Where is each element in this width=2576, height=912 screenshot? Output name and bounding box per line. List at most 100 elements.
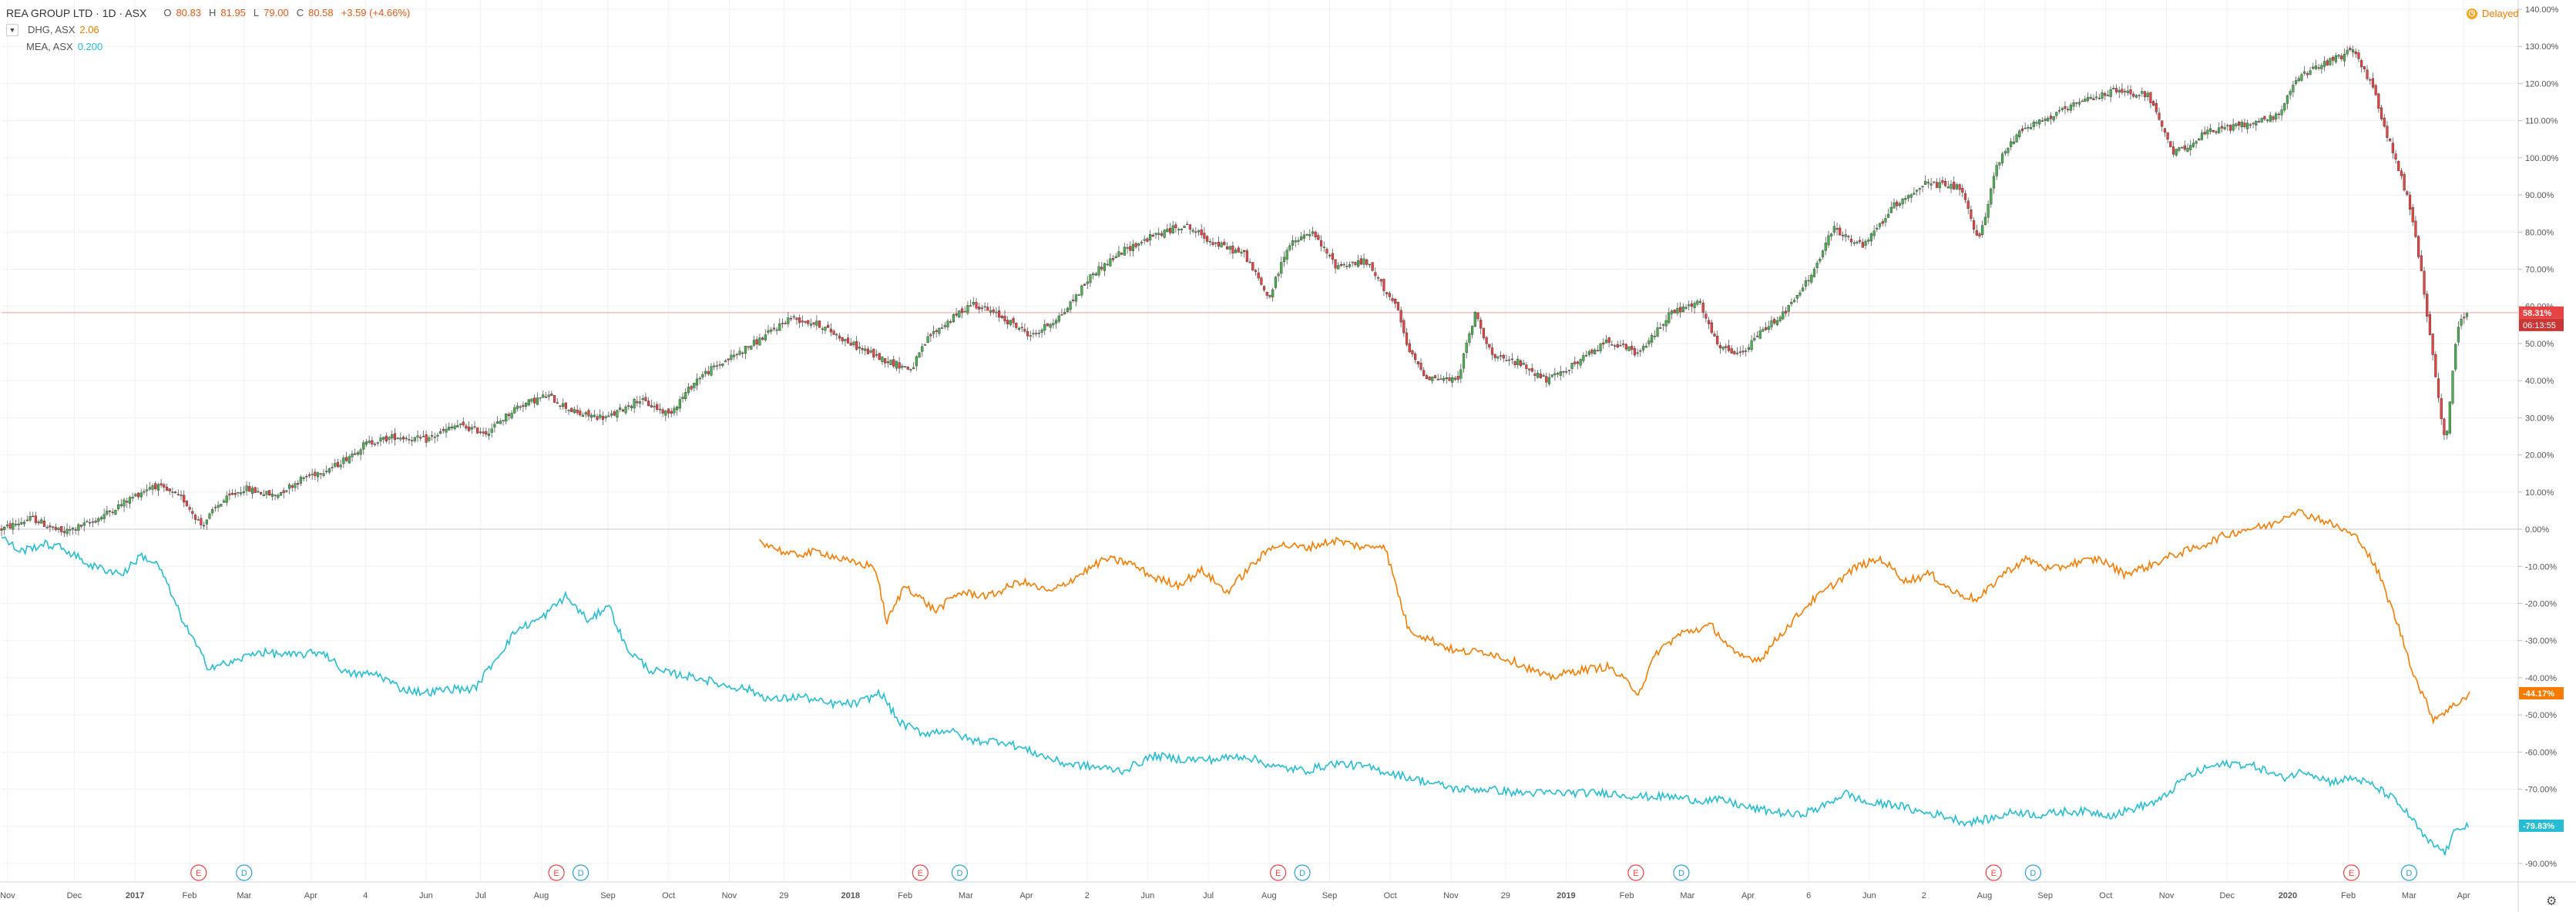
time-axis[interactable]: Nov Dec 2017 Feb Mar Apr 4 Jun Jul Aug Sep Oct Nov 29…	[0, 881, 2576, 900]
candle-body	[693, 383, 696, 388]
candle-body	[1690, 303, 1694, 307]
candle-body	[1876, 227, 1879, 230]
time-tick-label: Jul	[1203, 891, 1214, 900]
candle-body	[171, 491, 174, 493]
candle-body	[1884, 218, 1887, 223]
candle-body	[49, 525, 52, 528]
candle-body	[348, 456, 351, 464]
candle-body	[2000, 153, 2004, 163]
time-tick-label: Apr	[1019, 891, 1033, 900]
candle-body	[203, 525, 206, 527]
candle-body	[2169, 141, 2172, 147]
candle-body	[1516, 358, 1520, 365]
dividend-marker: D	[2400, 864, 2417, 881]
candle-body	[233, 493, 237, 495]
candle-body	[630, 406, 633, 408]
candle-body	[1052, 323, 1055, 326]
candle-body	[1357, 260, 1360, 267]
candle-body	[1149, 234, 1152, 240]
candle-body	[980, 307, 984, 309]
candle-body	[542, 394, 545, 398]
candle-body	[855, 341, 858, 350]
candle-body	[1579, 359, 1582, 366]
compare-row-dhg[interactable]: ▼ DHG, ASX 2.06	[6, 22, 413, 39]
price-tick-label: 140.00%	[2525, 5, 2559, 15]
candle-body	[1015, 323, 1018, 328]
candle-body	[1029, 335, 1032, 337]
candle-body	[978, 307, 981, 310]
candle-body	[741, 352, 744, 354]
candle-body	[1693, 303, 1696, 308]
candle-body	[2463, 317, 2466, 319]
candle-body	[1171, 225, 1174, 233]
compare-symbol[interactable]: MEA, ASX	[26, 41, 73, 52]
candle-body	[898, 362, 901, 369]
candle-body	[1376, 277, 1380, 279]
candle-body	[2126, 90, 2129, 93]
candle-body	[22, 521, 26, 525]
event-circle	[1294, 864, 1311, 881]
candle-body	[1670, 310, 1674, 314]
price-axis[interactable]: 140.00% 130.00% 120.00% 110.00% 100.00% 90.00…	[2517, 0, 2559, 912]
candle-body	[2380, 107, 2383, 119]
candle-body	[673, 407, 676, 414]
candle-body	[829, 328, 832, 333]
candle-body	[1351, 261, 1354, 263]
gear-icon[interactable]: ⚙	[2546, 895, 2558, 908]
candle-body	[1431, 377, 1434, 381]
candle-body	[245, 485, 248, 491]
candle-body	[111, 511, 114, 513]
symbol-title[interactable]: REA GROUP LTD · 1D · ASX	[6, 7, 147, 19]
candle-body	[2015, 134, 2018, 142]
candle-body	[1074, 294, 1078, 302]
candle-body	[764, 334, 767, 340]
candle-body	[29, 516, 32, 521]
candle-body	[1291, 240, 1295, 246]
candle-body	[2232, 124, 2235, 131]
time-tick-label: Oct	[662, 891, 675, 900]
candle-body	[37, 521, 40, 524]
candle-body	[1721, 346, 1725, 350]
candle-body	[1539, 374, 1542, 378]
candle-body	[1784, 310, 1788, 314]
candle-body	[490, 428, 493, 433]
candle-body	[1587, 351, 1590, 355]
candle-body	[2383, 117, 2386, 127]
candle-body	[1935, 182, 1939, 188]
event-label: E	[553, 869, 559, 878]
time-tick-label: 6	[1806, 891, 1811, 900]
candle-body	[641, 397, 644, 401]
last-value-text: -44.17%	[2523, 689, 2554, 699]
candle-body	[1893, 202, 1896, 209]
candle-body	[493, 424, 496, 428]
chevron-down-icon[interactable]: ▼	[6, 24, 18, 36]
delayed-badge[interactable]: ◷ Delayed	[2467, 8, 2519, 19]
candle-body	[1080, 285, 1083, 296]
event-label: E	[196, 869, 201, 878]
event-circle	[236, 864, 253, 881]
candle-body	[1359, 258, 1362, 265]
candle-body	[183, 495, 186, 503]
candle-body	[2428, 314, 2432, 335]
candle-body	[1830, 233, 1833, 236]
time-tick-label: Apr	[304, 891, 317, 900]
candle-body	[1713, 334, 1716, 337]
candle-body	[2265, 119, 2269, 121]
compare-symbol[interactable]: DHG, ASX	[28, 24, 76, 35]
main-series-row[interactable]: REA GROUP LTD · 1D · ASX O 80.83 H 81.95 L…	[6, 5, 413, 22]
candle-body	[2426, 293, 2429, 317]
candle-body	[20, 521, 23, 525]
candle-body	[342, 458, 345, 464]
time-tick-label: Nov	[1443, 891, 1459, 900]
compare-row-mea[interactable]: MEA, ASX 0.200	[6, 39, 413, 55]
candle-body	[664, 411, 667, 416]
candle-body	[1114, 256, 1117, 259]
candle-body	[613, 411, 616, 416]
candle-body	[2443, 418, 2446, 435]
event-circle	[1673, 864, 1690, 881]
candle-body	[1992, 176, 1996, 189]
time-tick-label: Mar	[1680, 891, 1694, 900]
candle-body	[1668, 312, 1671, 324]
candle-body	[1436, 378, 1439, 381]
